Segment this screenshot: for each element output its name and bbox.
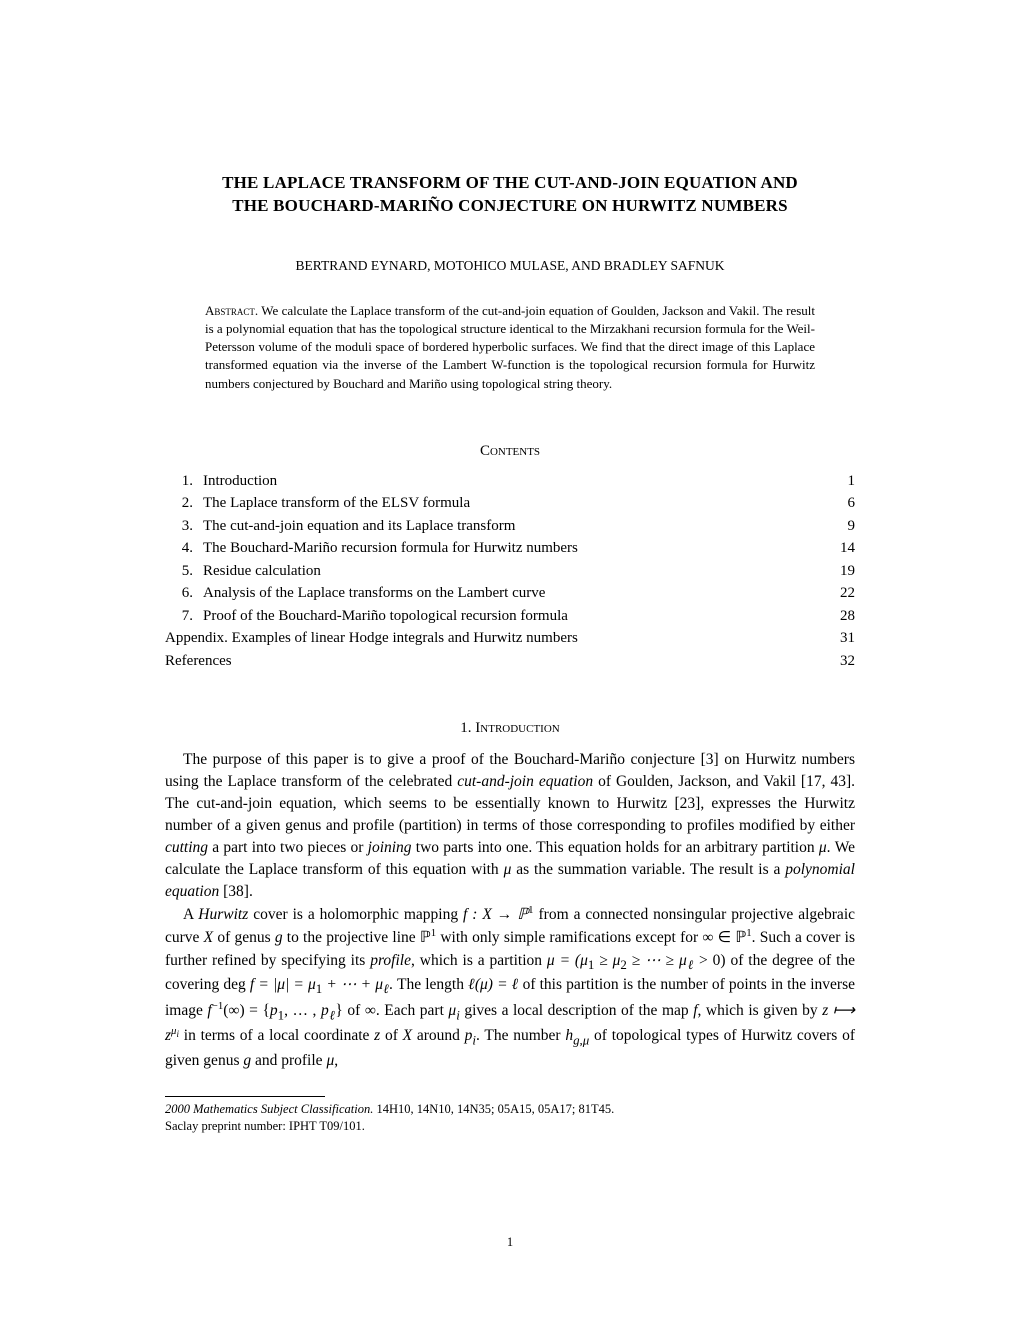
- toc-title: Appendix. Examples of linear Hodge integ…: [165, 627, 578, 650]
- toc-row: 5.Residue calculation 19: [165, 560, 855, 583]
- toc-title: Introduction: [203, 470, 277, 493]
- toc-row: 7.Proof of the Bouchard-Mariño topologic…: [165, 605, 855, 628]
- body-text: The purpose of this paper is to give a p…: [165, 749, 855, 1071]
- toc-num: 3.: [165, 515, 203, 538]
- toc-page: 22: [820, 582, 855, 605]
- page-number: 1: [0, 1235, 1020, 1250]
- toc-title: The cut-and-join equation and its Laplac…: [203, 515, 515, 538]
- section-name: Introduction: [475, 720, 559, 736]
- page: THE LAPLACE TRANSFORM OF THE CUT-AND-JOI…: [0, 0, 1020, 1320]
- toc-page: 9: [828, 515, 856, 538]
- table-of-contents: 1.Introduction 1 2.The Laplace transform…: [165, 470, 855, 673]
- footnote-1: 2000 Mathematics Subject Classification.…: [165, 1101, 855, 1118]
- toc-row: 1.Introduction 1: [165, 470, 855, 493]
- toc-title: References: [165, 650, 232, 673]
- footnote-2: Saclay preprint number: IPHT T09/101.: [165, 1118, 855, 1135]
- section-heading: 1. Introduction: [165, 720, 855, 737]
- toc-page: 32: [820, 650, 855, 673]
- paper-title: THE LAPLACE TRANSFORM OF THE CUT-AND-JOI…: [165, 172, 855, 218]
- footnote-rule: [165, 1096, 325, 1097]
- footnote-label: 2000 Mathematics Subject Classification.: [165, 1102, 373, 1116]
- toc-num: 1.: [165, 470, 203, 493]
- abstract-label: Abstract.: [205, 303, 258, 318]
- toc-title: Residue calculation: [203, 560, 321, 583]
- toc-page: 28: [820, 605, 855, 628]
- section-number: 1.: [460, 720, 471, 736]
- toc-row: Appendix. Examples of linear Hodge integ…: [165, 627, 855, 650]
- title-line-2: THE BOUCHARD-MARIÑO CONJECTURE ON HURWIT…: [165, 195, 855, 218]
- toc-title: Proof of the Bouchard-Mariño topological…: [203, 605, 568, 628]
- toc-row: 2.The Laplace transform of the ELSV form…: [165, 492, 855, 515]
- contents-heading: Contents: [165, 443, 855, 460]
- toc-page: 19: [820, 560, 855, 583]
- title-line-1: THE LAPLACE TRANSFORM OF THE CUT-AND-JOI…: [165, 172, 855, 195]
- toc-page: 1: [828, 470, 856, 493]
- toc-page: 14: [820, 537, 855, 560]
- toc-num: 4.: [165, 537, 203, 560]
- toc-row: 6.Analysis of the Laplace transforms on …: [165, 582, 855, 605]
- toc-row: 4.The Bouchard-Mariño recursion formula …: [165, 537, 855, 560]
- abstract-text: We calculate the Laplace transform of th…: [205, 303, 815, 391]
- toc-title: The Laplace transform of the ELSV formul…: [203, 492, 470, 515]
- authors: BERTRAND EYNARD, MOTOHICO MULASE, AND BR…: [165, 258, 855, 274]
- toc-row: References 32: [165, 650, 855, 673]
- toc-num: 7.: [165, 605, 203, 628]
- toc-num: 2.: [165, 492, 203, 515]
- footnote-text: 14H10, 14N10, 14N35; 05A15, 05A17; 81T45…: [373, 1102, 614, 1116]
- toc-num: 5.: [165, 560, 203, 583]
- toc-title: Analysis of the Laplace transforms on th…: [203, 582, 545, 605]
- toc-num: 6.: [165, 582, 203, 605]
- abstract: Abstract. We calculate the Laplace trans…: [205, 302, 815, 393]
- toc-page: 31: [820, 627, 855, 650]
- paragraph-1: The purpose of this paper is to give a p…: [165, 749, 855, 903]
- toc-page: 6: [828, 492, 856, 515]
- toc-title: The Bouchard-Mariño recursion formula fo…: [203, 537, 578, 560]
- paragraph-2: A Hurwitz cover is a holomorphic mapping…: [165, 903, 855, 1071]
- toc-row: 3.The cut-and-join equation and its Lapl…: [165, 515, 855, 538]
